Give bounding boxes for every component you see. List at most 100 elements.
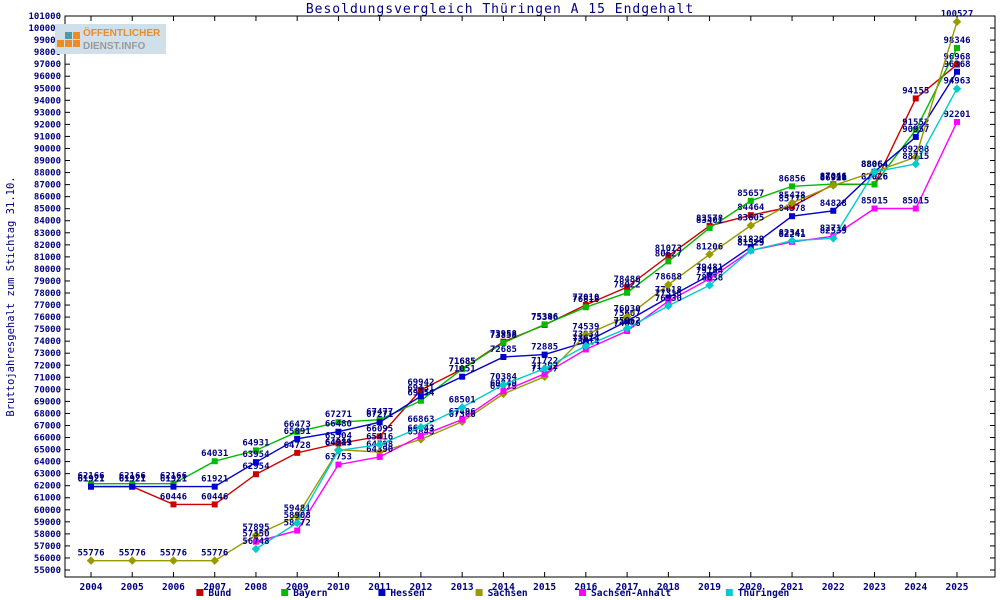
y-axis-tick-label: 82000 — [34, 241, 61, 251]
data-point-thüringen-2009 — [292, 518, 302, 528]
y-axis-tick-label: 61000 — [34, 494, 61, 504]
y-axis-tick-label: 59000 — [34, 518, 61, 528]
point-label-bayern-2004: 62166 — [77, 472, 104, 482]
data-point-bund-2012 — [417, 387, 424, 394]
y-axis-tick-label: 60000 — [34, 506, 61, 516]
point-label-bund-2017: 78486 — [614, 275, 641, 285]
series-line-thüringen — [255, 88, 958, 550]
point-label-bayern-2009: 66473 — [284, 420, 311, 430]
point-label-bayern-2016: 76818 — [572, 295, 599, 305]
point-label-bund-2010: 65504 — [325, 431, 353, 441]
y-axis-title: Bruttojahresgehalt zum Stichtag 31.10. — [5, 176, 17, 416]
data-point-hessen-2008 — [252, 459, 259, 466]
y-axis-tick-label: 74000 — [34, 337, 61, 347]
y-axis-tick-label: 67000 — [34, 421, 61, 431]
x-axis-tick-label: 2014 — [492, 582, 515, 593]
data-point-hessen-2018 — [665, 294, 672, 301]
point-label-hessen-2015: 72885 — [531, 343, 558, 353]
x-axis-tick-label: 2008 — [245, 582, 268, 593]
point-label-bayern-2017: 78022 — [614, 281, 641, 291]
data-point-sachsen-anhalt-2025 — [954, 118, 960, 125]
data-point-bund-2009 — [294, 449, 301, 456]
y-axis-tick-label: 89000 — [34, 157, 61, 167]
y-axis-tick-label: 73000 — [34, 349, 61, 359]
data-point-thüringen-2016 — [581, 341, 591, 351]
data-point-bayern-2014 — [500, 339, 507, 346]
data-point-hessen-2019 — [706, 272, 713, 279]
data-point-thüringen-2015 — [540, 364, 549, 373]
data-point-hessen-2021 — [789, 213, 796, 220]
data-point-bayern-2021 — [789, 183, 796, 190]
data-point-hessen-2006 — [170, 483, 177, 490]
data-point-sachsen-anhalt-2014 — [500, 388, 507, 395]
data-point-hessen-2010 — [335, 428, 342, 435]
y-axis-tick-label: 65000 — [34, 446, 61, 456]
y-axis-tick-label: 98000 — [34, 48, 61, 58]
point-label-thüringen-2015: 71722 — [531, 357, 558, 367]
data-point-bund-2006 — [170, 501, 177, 508]
data-point-hessen-2025 — [954, 68, 960, 75]
point-label-bayern-2024: 91552 — [902, 118, 929, 128]
point-label-sachsen-anhalt-2010: 63753 — [325, 453, 352, 463]
data-point-sachsen-anhalt-2019 — [706, 275, 713, 282]
point-label-thüringen-2008: 56748 — [242, 537, 269, 547]
point-label-bund-2022: 87011 — [820, 172, 847, 182]
point-label-sachsen-anhalt-2025: 92201 — [943, 110, 970, 120]
point-label-bund-2020: 84464 — [737, 203, 765, 213]
point-label-thüringen-2014: 70384 — [490, 373, 518, 383]
data-point-sachsen-anhalt-2012 — [417, 432, 424, 439]
data-point-sachsen-anhalt-2010 — [335, 461, 342, 468]
y-axis-tick-label: 95000 — [34, 84, 61, 94]
data-point-bayern-2023 — [871, 181, 878, 188]
point-label-hessen-2010: 66480 — [325, 420, 352, 430]
legend-label-sachsen-anhalt: Sachsen-Anhalt — [591, 588, 671, 599]
data-point-hessen-2013 — [459, 373, 466, 380]
y-axis-tick-label: 79000 — [34, 277, 61, 287]
data-point-hessen-2015 — [541, 351, 548, 358]
point-label-bund-2011: 66095 — [366, 424, 393, 434]
point-label-sachsen-anhalt-2020: 81529 — [737, 238, 764, 248]
y-axis-tick-label: 88000 — [34, 169, 61, 179]
data-point-sachsen-anhalt-2023 — [871, 205, 878, 212]
y-axis-tick-label: 94000 — [34, 96, 61, 106]
point-label-hessen-2023: 88064 — [861, 160, 889, 170]
x-axis-tick-label: 2015 — [533, 582, 556, 593]
point-label-sachsen-2013: 67306 — [449, 410, 476, 420]
data-point-sachsen-anhalt-2008 — [252, 538, 259, 545]
point-label-hessen-2004: 61921 — [77, 475, 104, 485]
point-label-thüringen-2012: 66863 — [407, 415, 434, 425]
point-label-bayern-2015: 75396 — [531, 312, 558, 322]
y-axis-tick-label: 80000 — [34, 265, 61, 275]
point-label-sachsen-2025: 100527 — [941, 10, 974, 20]
y-axis-tick-label: 55000 — [34, 566, 61, 576]
point-label-bayern-2013: 71685 — [449, 357, 476, 367]
y-axis-tick-label: 100000 — [28, 24, 61, 34]
point-label-sachsen-2004: 55776 — [77, 549, 104, 559]
y-axis-tick-label: 62000 — [34, 482, 61, 492]
data-point-bayern-2024 — [912, 126, 919, 133]
data-point-thüringen-2014 — [499, 380, 508, 389]
point-label-sachsen-2005: 55776 — [119, 549, 146, 559]
point-label-hessen-2020: 81829 — [737, 235, 764, 245]
point-label-sachsen-2019: 81206 — [696, 242, 723, 252]
data-point-sachsen-anhalt-2018 — [665, 298, 672, 305]
data-point-bund-2007 — [211, 501, 218, 508]
point-label-sachsen-2007: 55776 — [201, 549, 228, 559]
point-label-hessen-2008: 63954 — [242, 450, 270, 460]
x-axis-tick-label: 2023 — [863, 582, 886, 593]
legend-marker-sachsen — [475, 589, 483, 596]
point-label-bayern-2019: 83401 — [696, 216, 723, 226]
data-point-hessen-2012 — [417, 393, 424, 400]
oeffentlicher-dienst-logo[interactable]: ÖFFENTLICHER DIENST.INFO — [55, 24, 167, 54]
y-axis-tick-label: 58000 — [34, 530, 61, 540]
point-label-hessen-2021: 84378 — [779, 204, 806, 214]
point-label-sachsen-2006: 55776 — [160, 549, 187, 559]
point-label-bund-2006: 60446 — [160, 492, 187, 502]
y-axis-tick-label: 99000 — [34, 36, 61, 46]
y-axis-tick-label: 66000 — [34, 434, 61, 444]
data-point-sachsen-anhalt-2015 — [541, 370, 548, 377]
y-axis-tick-label: 91000 — [34, 132, 61, 142]
data-point-bayern-2020 — [747, 197, 754, 204]
point-label-bayern-2007: 64031 — [201, 449, 228, 459]
